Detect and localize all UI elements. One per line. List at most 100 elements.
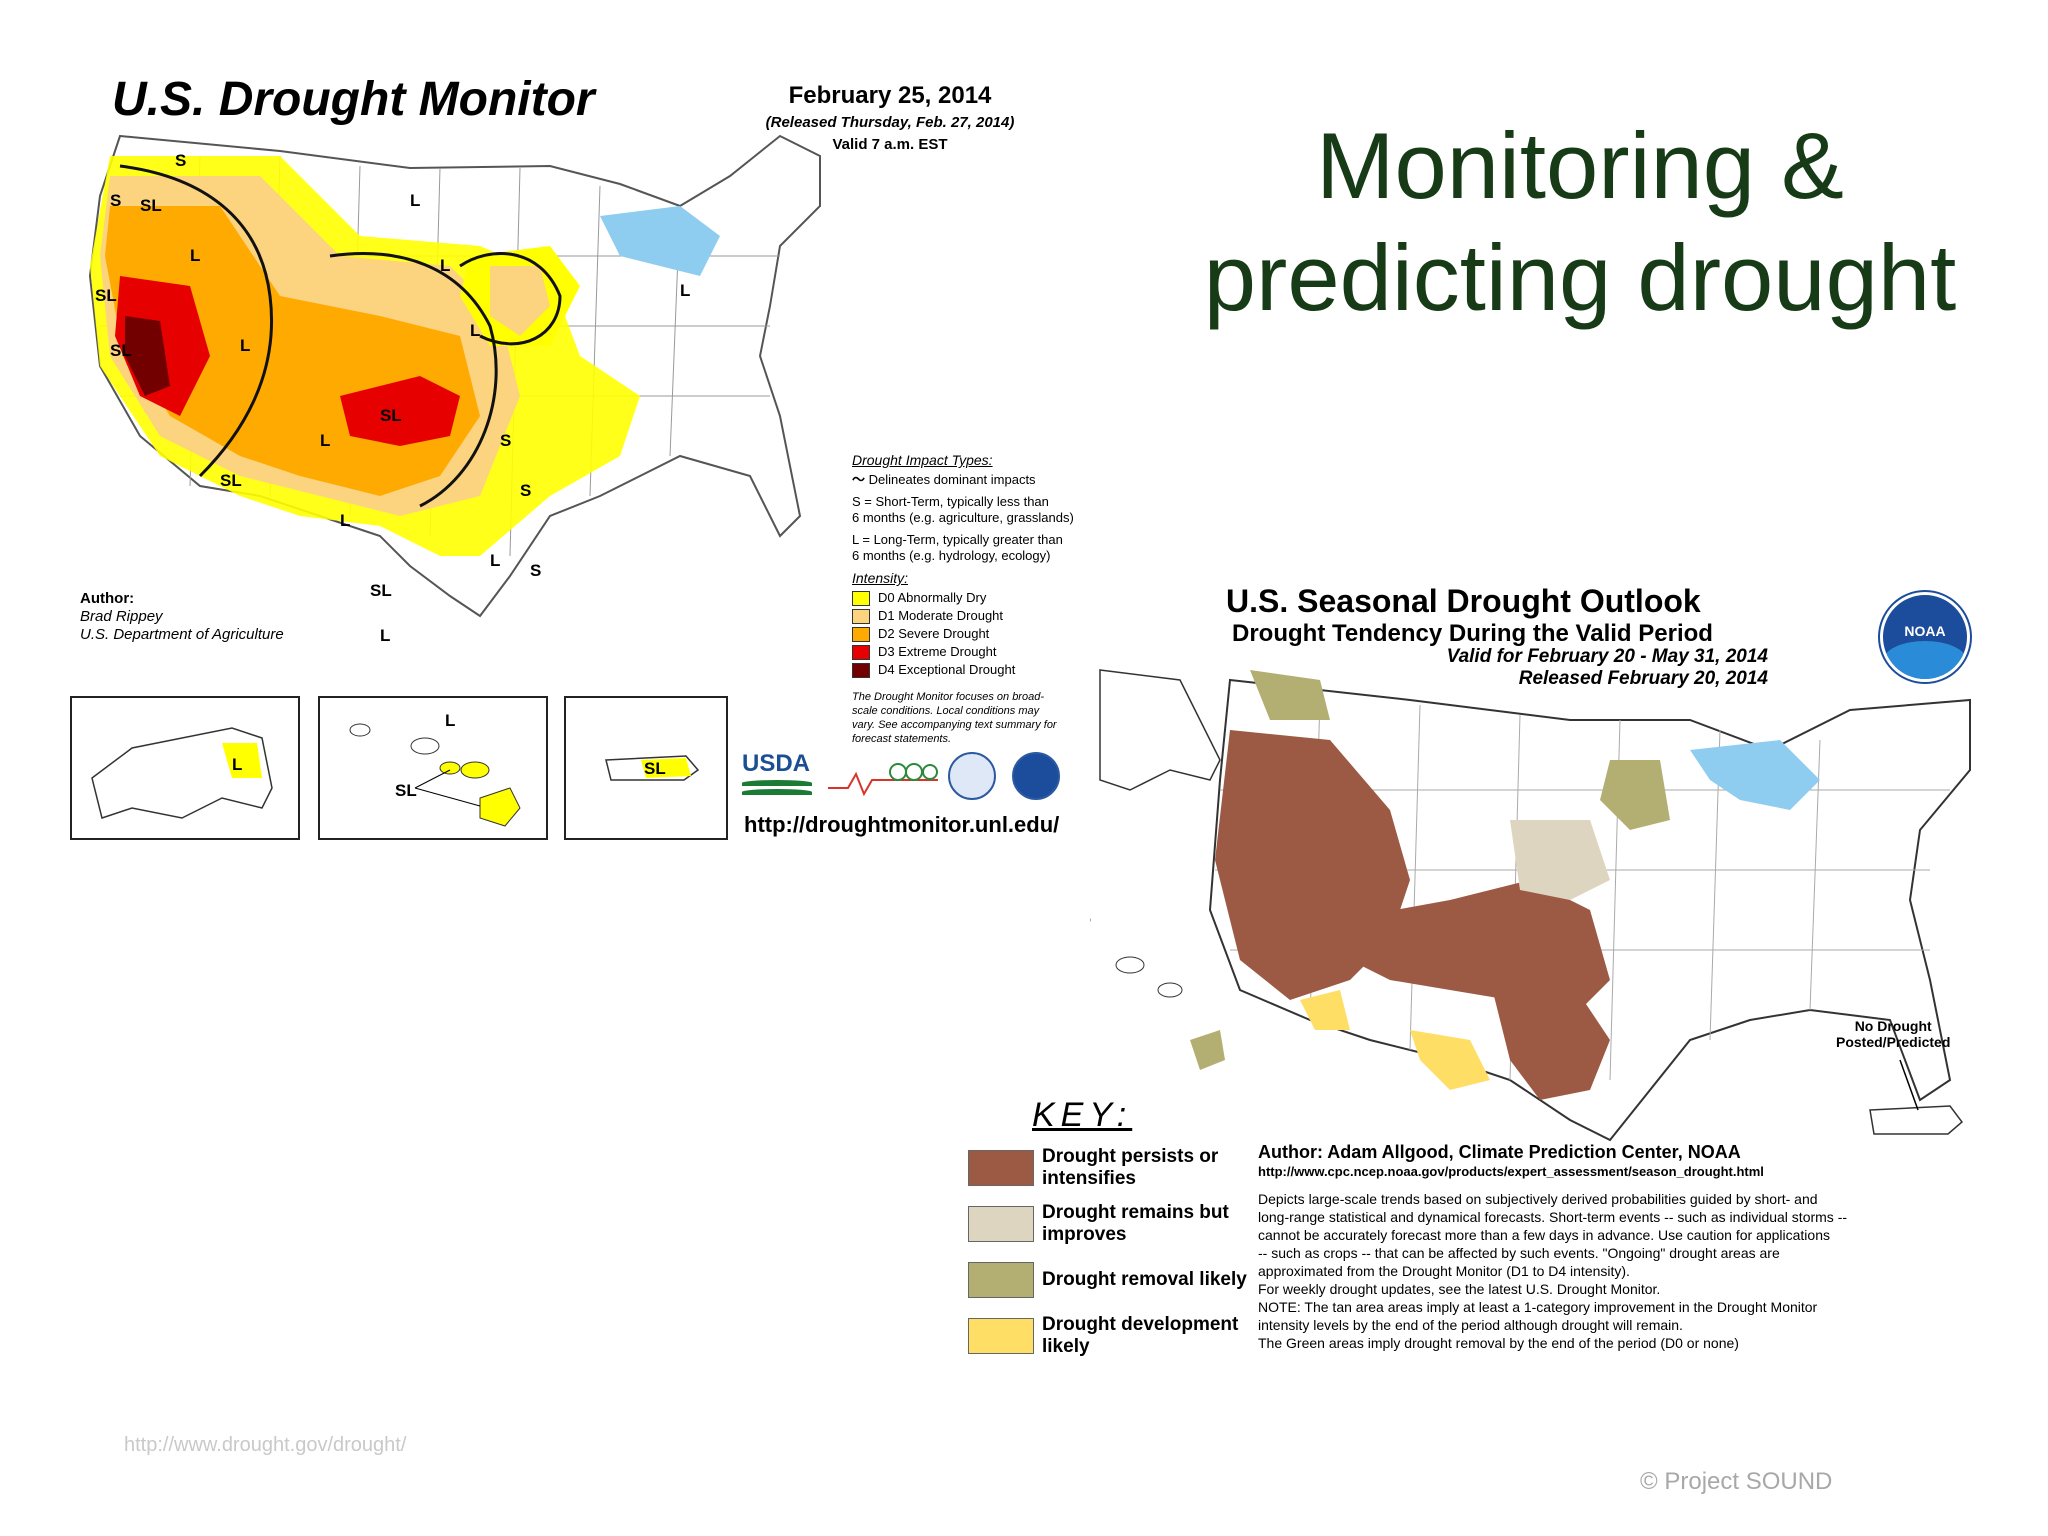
- seasonal-outlook-map: [1090, 669, 1971, 1142]
- svg-text:SL: SL: [380, 406, 402, 425]
- desc-line-5: approximated from the Drought Monitor (D…: [1258, 1263, 1630, 1279]
- alaska-label: L: [232, 755, 242, 774]
- desc-line-8: intensity levels by the end of the perio…: [1258, 1317, 1683, 1333]
- intensity-row-d1: D1 Moderate Drought: [852, 608, 1092, 625]
- puerto-rico-map: SL: [605, 755, 700, 781]
- l-def-1: L = Long-Term, typically greater than: [852, 532, 1063, 547]
- drought-monitor-url[interactable]: http://droughtmonitor.unl.edu/: [744, 812, 1060, 837]
- outlook-key: Drought persists or intensifies Drought r…: [968, 1140, 1247, 1364]
- no-drought-line-1: No Drought: [1854, 1018, 1932, 1034]
- key-item-persists: Drought persists or intensifies: [968, 1140, 1247, 1196]
- alaska-inset: L: [70, 696, 300, 840]
- removal-hawaii: [1190, 1030, 1225, 1070]
- author-label: Author:: [80, 590, 135, 607]
- swatch-d4: [852, 663, 870, 679]
- key-item-improves: Drought remains but improves: [968, 1196, 1247, 1252]
- svg-text:SL: SL: [220, 471, 242, 490]
- outlook-hawaii: [1090, 918, 1183, 998]
- svg-text:L: L: [340, 511, 350, 530]
- impact-line-label: Delineates dominant impacts: [868, 472, 1036, 487]
- svg-text:S: S: [500, 431, 511, 450]
- key-label-development-1: Drought development: [1042, 1314, 1239, 1335]
- drought-monitor-valid: Valid 7 a.m. EST: [832, 136, 948, 153]
- svg-text:SL: SL: [110, 341, 132, 360]
- drought-monitor-note: The Drought Monitor focuses on broad- sc…: [852, 690, 1092, 746]
- hawaii-inset: L SL: [318, 696, 548, 840]
- drought-monitor-release: (Released Thursday, Feb. 27, 2014): [765, 114, 1015, 131]
- outlook-description: Depicts large-scale trends based on subj…: [1258, 1190, 1938, 1352]
- slide-title-line-1: Monitoring &: [1316, 113, 1844, 218]
- svg-text:L: L: [490, 551, 500, 570]
- author-org: U.S. Department of Agriculture: [80, 626, 284, 643]
- intensity-label-d0: D0 Abnormally Dry: [878, 590, 987, 605]
- intensity-row-d3: D3 Extreme Drought: [852, 644, 1092, 661]
- svg-text:S: S: [520, 481, 531, 500]
- removal-northwest: [1250, 670, 1330, 720]
- intensity-label-d4: D4 Exceptional Drought: [878, 662, 1016, 678]
- hawaii-label-l: L: [445, 711, 455, 730]
- key-swatch-removal: [968, 1262, 1034, 1298]
- intensity-label-d3: D3 Extreme Drought: [878, 644, 997, 660]
- note-line-3: vary. See accompanying text summary for: [852, 719, 1057, 732]
- desc-line-3: cannot be accurately forecast more than …: [1258, 1227, 1830, 1243]
- d4-west: [125, 316, 170, 396]
- puerto-rico-inset: SL: [564, 696, 728, 840]
- seasonal-outlook-released: Released February 20, 2014: [1518, 668, 1768, 689]
- svg-text:L: L: [320, 431, 330, 450]
- s-def-2: 6 months (e.g. agriculture, grasslands): [852, 510, 1074, 525]
- key-label-improves-1: Drought remains but: [1042, 1202, 1229, 1223]
- puerto-rico-label: SL: [644, 759, 666, 778]
- key-item-removal: Drought removal likely: [968, 1252, 1247, 1308]
- persists-texas: [1490, 980, 1610, 1100]
- intensity-row-d0: D0 Abnormally Dry: [852, 590, 1092, 607]
- svg-text:L: L: [440, 256, 450, 275]
- hawaii-map: L SL: [349, 711, 521, 827]
- svg-text:S: S: [110, 191, 121, 210]
- key-swatch-improves: [968, 1206, 1034, 1242]
- intensity-label-d1: D1 Moderate Drought: [878, 608, 1004, 624]
- key-title: KEY:: [1032, 1096, 1133, 1134]
- svg-text:L: L: [380, 626, 390, 645]
- hawaii-label-sl: SL: [395, 781, 417, 800]
- swatch-d1: [852, 609, 870, 625]
- outlook-puerto-rico: [1869, 1105, 1964, 1135]
- impact-types-heading: Drought Impact Types:: [852, 452, 993, 468]
- intensity-label-d2: D2 Severe Drought: [878, 626, 990, 642]
- key-label-improves-2: improves: [1042, 1224, 1127, 1245]
- ndmc-logo: [828, 758, 938, 800]
- intensity-heading: Intensity:: [852, 570, 909, 586]
- slide-title-line-2: predicting drought: [1203, 225, 1957, 330]
- l-def-2: 6 months (e.g. hydrology, ecology): [852, 548, 1051, 563]
- svg-text:SL: SL: [95, 286, 117, 305]
- no-drought-label: No Drought Posted/Predicted: [1836, 1018, 1950, 1050]
- development-south: [1410, 1030, 1490, 1090]
- desc-line-6: For weekly drought updates, see the late…: [1258, 1281, 1661, 1297]
- desc-line-1: Depicts large-scale trends based on subj…: [1258, 1191, 1818, 1207]
- key-label-persists-2: intensifies: [1042, 1168, 1136, 1189]
- d1-midwest: [490, 266, 550, 336]
- alaska-map: L: [91, 727, 273, 819]
- key-label-development-2: likely: [1042, 1336, 1090, 1357]
- drought-monitor-map: S S SL L SL SL L L L L SL L S SL L S SL S L L L: [88, 134, 821, 645]
- copyright: © Project SOUND: [1640, 1468, 1833, 1495]
- note-line-4: forecast statements.: [852, 733, 952, 746]
- desc-line-2: long-range statistical and dynamical for…: [1258, 1209, 1848, 1225]
- impact-labels: S S SL L SL SL L L L L SL L S SL L S SL S L L L: [95, 151, 690, 645]
- author-name: Brad Rippey: [80, 608, 163, 625]
- seasonal-outlook-valid: Valid for February 20 - May 31, 2014: [1446, 646, 1768, 667]
- svg-text:S: S: [530, 561, 541, 580]
- noaa-seal-logo: [1012, 752, 1060, 800]
- impact-boundaries: [119, 164, 562, 508]
- usda-logo: USDA: [742, 750, 812, 802]
- svg-text:SL: SL: [370, 581, 392, 600]
- impact-line-row: 〜 Delineates dominant impacts: [852, 472, 1092, 488]
- footer-url[interactable]: http://www.drought.gov/drought/: [124, 1434, 407, 1456]
- outlook-author-url[interactable]: http://www.cpc.ncep.noaa.gov/products/ex…: [1258, 1164, 1764, 1179]
- intensity-row-d2: D2 Severe Drought: [852, 626, 1092, 643]
- intensity-row-d4: D4 Exceptional Drought: [852, 662, 1092, 679]
- note-line-1: The Drought Monitor focuses on broad-: [852, 691, 1044, 704]
- svg-text:L: L: [680, 281, 690, 300]
- note-line-2: scale conditions. Local conditions may: [852, 705, 1040, 718]
- removal-midwest: [1600, 760, 1670, 830]
- d3-south: [340, 376, 460, 446]
